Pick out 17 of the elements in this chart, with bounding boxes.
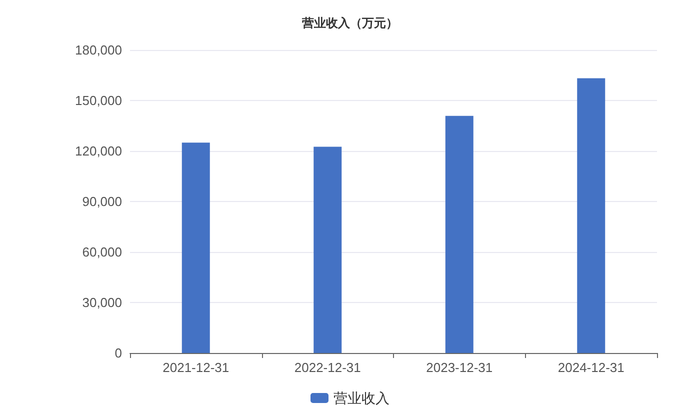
y-tick-label: 60,000 — [82, 244, 122, 260]
bar — [445, 116, 474, 353]
y-tick-label: 150,000 — [75, 93, 122, 108]
bar — [577, 78, 606, 353]
y-tick-label: 180,000 — [75, 42, 122, 58]
y-tick-label: 0 — [114, 346, 122, 360]
y-tick-label: 120,000 — [75, 144, 122, 158]
legend-label: 营业收入 — [334, 390, 390, 406]
chart-title: 营业收入（万元） — [301, 16, 398, 30]
x-tick-label: 2022-12-31 — [294, 360, 361, 375]
bar — [314, 146, 342, 353]
y-tick-label: 30,000 — [82, 295, 122, 310]
bar — [182, 142, 210, 353]
x-tick-label: 2023-12-31 — [426, 360, 493, 375]
x-tick-label: 2024-12-31 — [558, 360, 624, 375]
y-tick-label: 90,000 — [82, 194, 122, 209]
x-tick-label: 2021-12-31 — [162, 360, 230, 375]
